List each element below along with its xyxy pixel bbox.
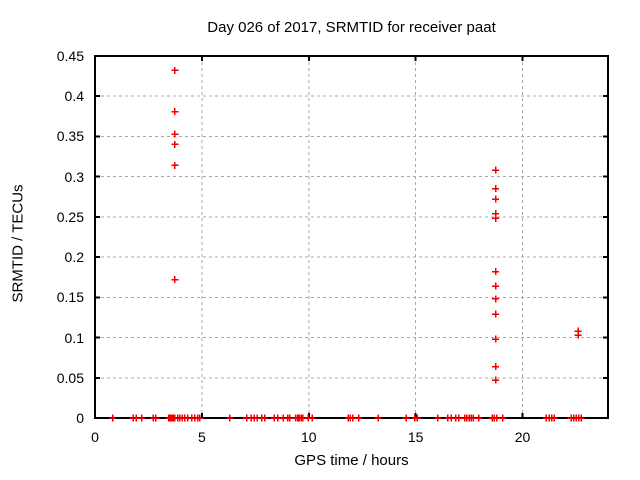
y-tick-label: 0.45 — [56, 48, 84, 64]
data-point-marker — [171, 130, 179, 138]
y-tick-label: 0.25 — [56, 208, 84, 225]
data-point-marker — [171, 276, 179, 284]
data-point-marker — [492, 195, 500, 203]
data-point-marker — [374, 414, 382, 422]
plot-border — [94, 55, 609, 419]
x-tick-label: 15 — [407, 429, 424, 445]
data-point-marker — [308, 414, 316, 422]
y-tick-label: 0.3 — [64, 168, 84, 185]
data-point-marker — [171, 108, 179, 116]
data-point-marker — [493, 414, 501, 422]
data-point-marker — [349, 414, 357, 422]
data-point-marker — [492, 376, 500, 384]
data-point-marker — [171, 66, 179, 74]
data-point-marker — [171, 140, 179, 148]
data-point-marker — [492, 166, 500, 174]
data-point-marker — [492, 363, 500, 371]
y-tick-label: 0.05 — [56, 369, 84, 386]
data-point-marker — [492, 295, 500, 303]
data-point-marker — [492, 282, 500, 290]
data-point-marker — [402, 414, 410, 422]
data-point-marker — [475, 414, 483, 422]
data-point-marker — [171, 161, 179, 169]
y-tick-label: 0.15 — [56, 289, 84, 306]
y-tick-label: 0.2 — [64, 249, 84, 266]
y-tick-label: 0 — [76, 410, 84, 426]
data-point-marker — [196, 414, 204, 422]
data-point-marker — [577, 414, 585, 422]
data-point-marker — [492, 268, 500, 276]
x-axis-label: GPS time / hours — [294, 452, 409, 469]
y-tick-label: 0.1 — [64, 329, 84, 346]
x-tick-label: 20 — [514, 429, 531, 445]
data-point-marker — [434, 414, 442, 422]
data-point-marker — [492, 214, 500, 222]
data-point-marker — [261, 414, 269, 422]
data-point-marker — [138, 414, 146, 422]
chart-title: Day 026 of 2017, SRMTID for receiver paa… — [207, 19, 496, 36]
data-point-marker — [152, 414, 160, 422]
data-point-marker — [499, 414, 507, 422]
x-tick-label: 0 — [91, 429, 99, 445]
data-point-marker — [413, 414, 421, 422]
data-point-marker — [286, 414, 294, 422]
y-tick-label: 0.4 — [64, 88, 84, 105]
data-point-marker — [492, 310, 500, 318]
data-point-marker — [550, 414, 558, 422]
data-point-marker — [355, 414, 363, 422]
data-point-marker — [492, 185, 500, 193]
x-tick-label: 5 — [197, 429, 206, 445]
data-point-marker — [492, 335, 500, 343]
y-tick-label: 0.35 — [56, 128, 84, 145]
data-point-marker — [109, 414, 117, 422]
data-point-marker — [226, 414, 234, 422]
x-tick-label: 10 — [300, 429, 317, 445]
data-point-marker — [574, 331, 582, 339]
